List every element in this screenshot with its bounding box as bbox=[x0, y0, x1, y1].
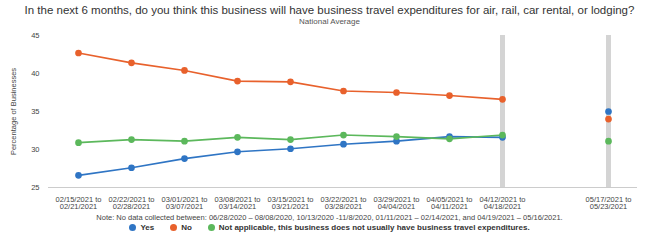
svg-text:45: 45 bbox=[31, 31, 39, 40]
html-text:National Average: National Average bbox=[299, 17, 360, 26]
svg-text:25: 25 bbox=[31, 183, 39, 192]
svg-text:03/08/2021 to03/14/2021: 03/08/2021 to03/14/2021 bbox=[215, 195, 261, 212]
svg-text:04/12/2021 to04/18/2021: 04/12/2021 to04/18/2021 bbox=[480, 195, 526, 212]
svg-text:02/15/2021 to02/21/2021: 02/15/2021 to02/21/2021 bbox=[56, 195, 102, 212]
html-text:Yes: Yes bbox=[140, 223, 155, 232]
html-text:In the next 6 months, do you t: In the next 6 months, do you think this … bbox=[24, 4, 635, 16]
svg-text:03/15/2021 to03/21/2021: 03/15/2021 to03/21/2021 bbox=[268, 195, 314, 212]
html-text:Not applicable, this business: Not applicable, this business does not u… bbox=[218, 223, 530, 232]
html-text:Note: No data collected betwee: Note: No data collected between: 06/28/2… bbox=[96, 213, 563, 222]
svg-text:04/05/2021 to04/11/2021: 04/05/2021 to04/11/2021 bbox=[427, 195, 473, 212]
svg-text:03/22/2021 to03/28/2021: 03/22/2021 to03/28/2021 bbox=[321, 195, 367, 212]
svg-text:03/29/2021 to04/04/2021: 03/29/2021 to04/04/2021 bbox=[374, 195, 420, 212]
svg-text:30: 30 bbox=[31, 145, 39, 154]
svg-text:05/17/2021 to05/23/2021: 05/17/2021 to05/23/2021 bbox=[586, 195, 632, 212]
svg-text:Percentage of Businesses: Percentage of Businesses bbox=[9, 68, 18, 155]
svg-text:02/22/2021 to02/28/2021: 02/22/2021 to02/28/2021 bbox=[109, 195, 155, 212]
html-text:No: No bbox=[181, 223, 192, 232]
svg-text:03/01/2021 to03/07/2021: 03/01/2021 to03/07/2021 bbox=[162, 195, 208, 212]
svg-text:40: 40 bbox=[31, 69, 39, 78]
svg-text:35: 35 bbox=[31, 107, 39, 116]
